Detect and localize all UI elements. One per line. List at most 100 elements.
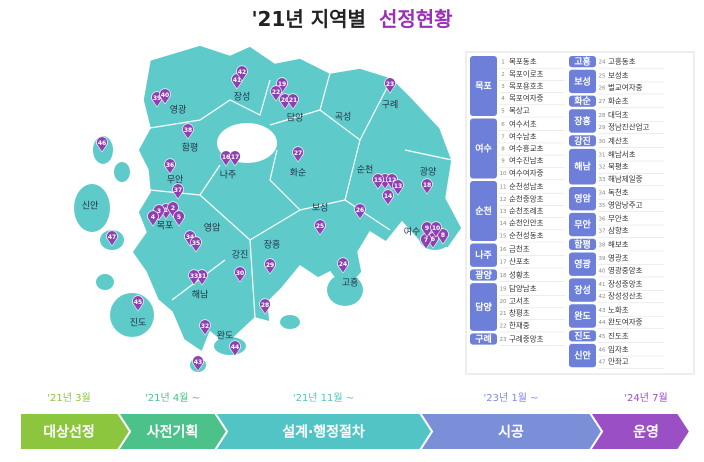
pin-marker [173, 210, 185, 227]
pin-marker [229, 150, 241, 167]
region-name: 함평 [574, 238, 591, 250]
school-name: 목포용호초 [509, 82, 544, 91]
region-name: 보성 [574, 75, 591, 87]
school-name: 대덕초 [608, 109, 629, 119]
island [96, 274, 114, 290]
pin: 5 [173, 210, 185, 227]
pin: 27 [292, 146, 304, 163]
pin-marker [372, 173, 384, 190]
region-box [569, 278, 596, 302]
region-name: 순천 [475, 206, 492, 217]
school-name: 해남서초 [608, 149, 636, 159]
region-label: 곡성 [335, 112, 352, 123]
region-box [569, 330, 596, 342]
region-box [470, 243, 497, 267]
pin-number: 9 [425, 225, 429, 232]
region-name: 장흥 [574, 115, 591, 127]
pin-marker [287, 93, 299, 110]
pin-number: 28 [261, 302, 269, 309]
pin-number: 38 [184, 127, 192, 134]
school-name: 여수여자중 [509, 167, 544, 177]
pin: 25 [314, 219, 326, 236]
pin-marker [182, 123, 194, 140]
region-name: 담양 [475, 301, 492, 313]
school-name: 해남제일중 [608, 173, 643, 183]
school-number: 38 [599, 242, 606, 248]
island [327, 274, 363, 306]
pin-marker [234, 266, 246, 283]
region-name: 화순 [574, 95, 591, 107]
pin-marker [382, 189, 394, 206]
pin: 30 [234, 266, 246, 283]
school-number: 16 [500, 247, 507, 253]
region-box [569, 56, 596, 68]
pin-number: 23 [386, 81, 394, 88]
pin-number: 39 [153, 95, 161, 102]
region-label: 해남 [192, 290, 209, 301]
region-label: 영광 [170, 104, 187, 116]
school-name: 계산초 [608, 135, 629, 145]
school-number: 29 [599, 125, 606, 131]
pin-number: 16 [222, 154, 230, 161]
island [280, 315, 300, 329]
pin-number: 2 [171, 205, 175, 212]
region-label: 순천 [357, 165, 374, 176]
region-name: 목포 [475, 81, 492, 92]
school-number: 46 [599, 348, 606, 354]
school-number: 15 [500, 233, 507, 239]
region-label: 구례 [382, 100, 399, 111]
region-name: 고흥 [574, 56, 591, 68]
region-label: 함평 [182, 143, 199, 154]
region-label: 완도 [217, 331, 234, 342]
step-label: 운영 [633, 424, 659, 441]
pin: 4 [147, 210, 159, 227]
school-number: 19 [500, 287, 507, 293]
school-name: 여수진남초 [509, 155, 544, 165]
region-name: 무안 [574, 220, 591, 231]
school-number: 37 [599, 229, 606, 235]
school-number: 39 [599, 256, 606, 262]
region-name: 신안 [574, 350, 591, 362]
pin-marker [437, 228, 449, 245]
island [74, 184, 110, 232]
pin-number: 10 [432, 225, 440, 232]
pin-marker [199, 319, 211, 336]
school-number: 1 [501, 60, 505, 66]
region-box [569, 252, 596, 276]
region-name: 영암 [574, 193, 591, 205]
region-box [470, 56, 497, 116]
school-name: 삼향초 [608, 225, 629, 235]
school-number: 40 [599, 268, 606, 274]
school-number: 31 [599, 153, 606, 159]
step-date: '21년 3월 [47, 392, 90, 404]
pin-marker [276, 77, 288, 94]
timeline-step [19, 412, 132, 451]
region-box [569, 212, 596, 237]
pin: 15 [372, 173, 384, 190]
pin-number: 19 [278, 81, 286, 88]
school-number: 28 [599, 113, 606, 119]
school-number: 47 [599, 360, 606, 366]
pin: 24 [337, 257, 349, 274]
school-name: 해보초 [608, 239, 629, 249]
region-box [470, 118, 497, 179]
school-number: 35 [599, 203, 606, 209]
region-box [569, 148, 596, 185]
pin-marker [430, 221, 442, 238]
borders [149, 72, 453, 319]
title-highlight: 선정현황 [379, 7, 453, 31]
school-name: 순천인안초 [509, 218, 544, 228]
school-number: 21 [500, 311, 507, 317]
school-name: 진도초 [608, 330, 629, 340]
school-number: 14 [500, 221, 507, 227]
school-name: 순천중앙초 [509, 193, 544, 203]
school-name: 담양남초 [509, 283, 537, 293]
school-number: 3 [501, 84, 505, 90]
school-number: 42 [599, 294, 606, 300]
school-name: 성황초 [509, 270, 530, 280]
region-box [569, 238, 596, 250]
school-name: 목상고 [509, 105, 530, 115]
school-name: 창평초 [509, 308, 530, 318]
school-name: 정남진산업고 [608, 122, 649, 132]
